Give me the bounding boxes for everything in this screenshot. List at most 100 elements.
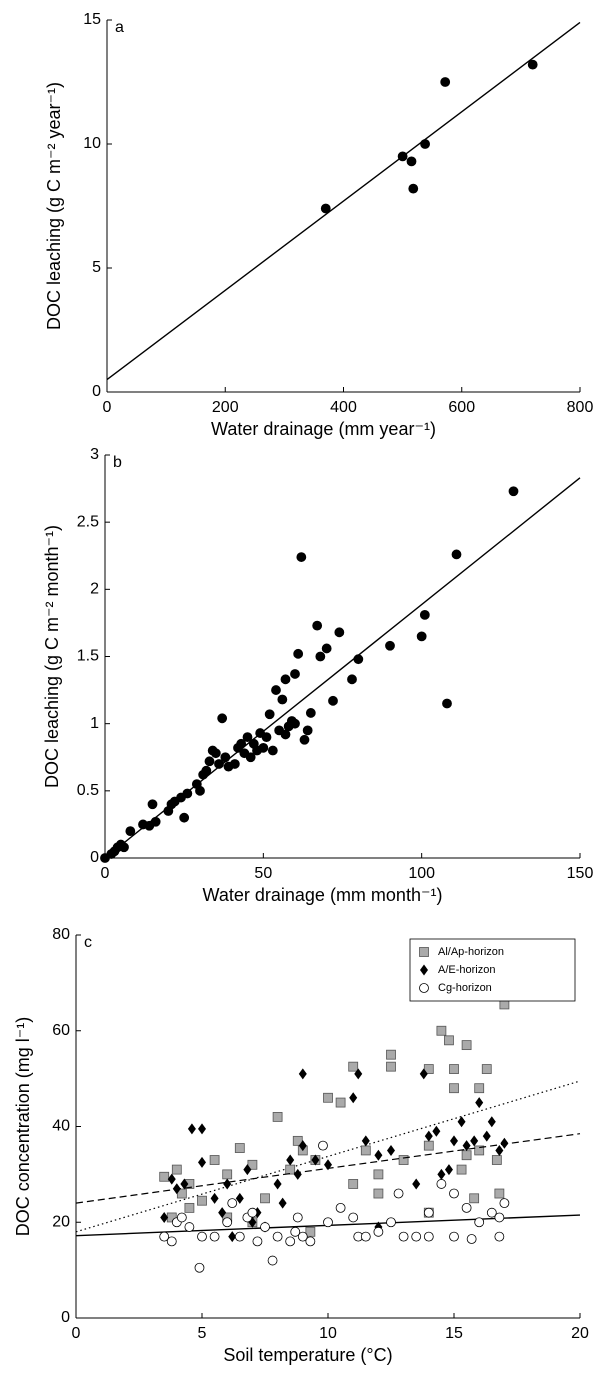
marker [508,486,519,497]
marker [204,756,215,767]
marker [297,1231,308,1242]
marker [242,732,253,742]
marker [449,1064,459,1074]
marker [482,1130,491,1142]
marker [217,713,228,724]
marker [323,1217,333,1228]
marker [247,1159,258,1170]
marker [228,1231,237,1243]
marker [436,1025,447,1036]
x-tick-label: 400 [330,399,357,416]
y-tick-label: 0.5 [77,782,99,799]
marker [243,1164,252,1176]
marker [182,788,193,799]
marker [197,1231,207,1242]
marker [271,685,281,695]
marker [318,1140,328,1151]
marker [348,1061,359,1072]
marker [334,627,345,638]
marker [499,1198,510,1208]
legend-label: Cg-horizon [438,982,492,994]
marker [260,1193,270,1204]
marker [420,139,430,149]
legend-label: Al/Ap-horizon [438,946,504,958]
marker [179,812,190,823]
legend-label: A/E-horizon [438,964,495,976]
marker [247,1207,258,1218]
marker [474,1217,485,1228]
marker [184,1202,195,1213]
marker [290,1226,301,1237]
y-tick-label: 1 [90,715,99,732]
y-axis-title: DOC leaching (g C m⁻² year⁻¹) [44,82,64,330]
marker [290,669,300,679]
legend-marker [420,964,428,976]
marker [360,1231,371,1242]
marker [442,698,452,709]
y-tick-label: 10 [83,135,101,152]
y-tick-label: 2.5 [77,513,99,530]
marker [209,1231,220,1242]
marker [209,1155,220,1165]
marker [486,1207,497,1218]
marker [423,1231,434,1242]
marker [387,1144,395,1156]
marker [481,1064,492,1074]
marker [264,709,275,720]
marker [125,826,136,837]
marker [461,1202,472,1213]
marker [474,1145,485,1156]
marker [150,816,161,827]
marker [419,609,430,620]
marker [272,1112,283,1122]
marker [285,1164,296,1175]
marker [423,1064,434,1074]
marker [222,1217,233,1228]
marker [393,1188,404,1199]
marker [500,1137,509,1149]
marker [444,1164,453,1176]
marker [354,1068,363,1080]
marker [335,1202,346,1213]
marker [349,1092,358,1104]
marker [348,1179,359,1189]
x-axis-title: Water drainage (mm month⁻¹) [203,885,443,905]
marker [197,1195,207,1206]
marker [227,1198,238,1208]
marker [194,1262,205,1273]
marker [172,1183,181,1195]
marker [171,1164,182,1175]
x-tick-label: 0 [101,865,110,882]
x-tick-label: 600 [448,399,475,416]
marker [298,1068,307,1080]
marker [272,1231,283,1242]
marker [176,1188,187,1199]
marker [280,729,291,740]
legend-box [409,938,576,1002]
y-tick-label: 0 [61,1309,70,1326]
marker [398,1155,409,1165]
marker [234,1231,245,1242]
marker [286,1154,295,1166]
marker [461,1040,472,1051]
marker [475,1097,484,1109]
marker [348,1212,359,1223]
marker [385,640,395,651]
marker [406,156,417,167]
marker [408,183,419,194]
marker [412,1178,421,1190]
legend-marker [419,947,429,957]
marker [245,752,256,763]
marker [218,1207,227,1219]
y-tick-label: 60 [52,1022,70,1039]
marker [494,1188,505,1199]
marker [457,1116,466,1128]
marker [273,1178,282,1190]
marker [321,643,332,654]
legend-marker [419,983,429,993]
y-tick-label: 20 [52,1213,70,1230]
marker [285,1236,296,1247]
x-tick-label: 800 [567,399,594,416]
marker [220,752,231,763]
x-tick-label: 0 [72,1325,81,1342]
